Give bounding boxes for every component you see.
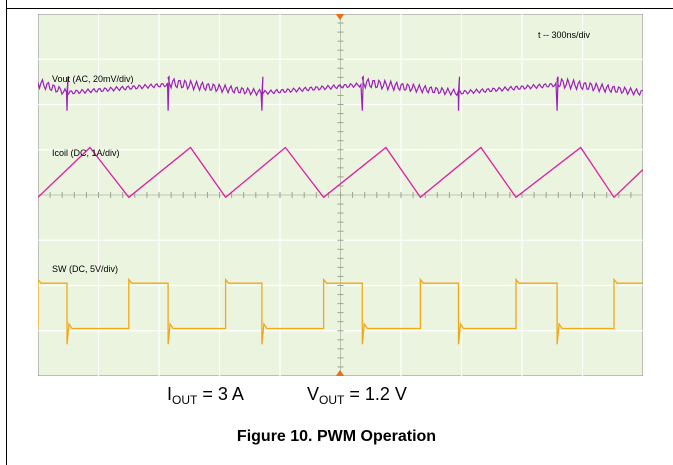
timebase-label: t -- 300ns/div [538, 30, 591, 40]
vout-subscript: OUT [319, 393, 345, 407]
trigger-marker-top [335, 14, 345, 20]
page-frame-top-rule [6, 8, 673, 9]
iout-value: = 3 A [197, 384, 244, 404]
trace-icoil [38, 146, 643, 199]
trace-vout [38, 75, 643, 111]
condition-iout: IOUT = 3 A [167, 384, 244, 407]
trigger-marker-bottom [335, 370, 345, 376]
graticule-grid [38, 14, 643, 376]
vout-value: = 1.2 V [344, 384, 407, 404]
oscilloscope-capture: t -- 300ns/div Vout (AC, 20mV/div) Icoil… [38, 14, 643, 376]
waveform-traces [38, 75, 643, 345]
trace-sw [38, 277, 643, 345]
iout-subscript: OUT [172, 393, 198, 407]
page-frame-left-rule [6, 0, 7, 465]
channel-label-vout: Vout (AC, 20mV/div) [52, 74, 134, 84]
condition-vout: VOUT = 1.2 V [307, 384, 407, 407]
figure-caption: Figure 10. PWM Operation [236, 428, 437, 445]
oscilloscope-plot: t -- 300ns/div Vout (AC, 20mV/div) Icoil… [38, 14, 643, 376]
vout-symbol: V [307, 384, 320, 404]
channel-label-icoil: Icoil (DC, 1A/div) [52, 148, 120, 158]
iout-symbol: I [167, 384, 173, 404]
channel-label-sw: SW (DC, 5V/div) [52, 264, 118, 274]
